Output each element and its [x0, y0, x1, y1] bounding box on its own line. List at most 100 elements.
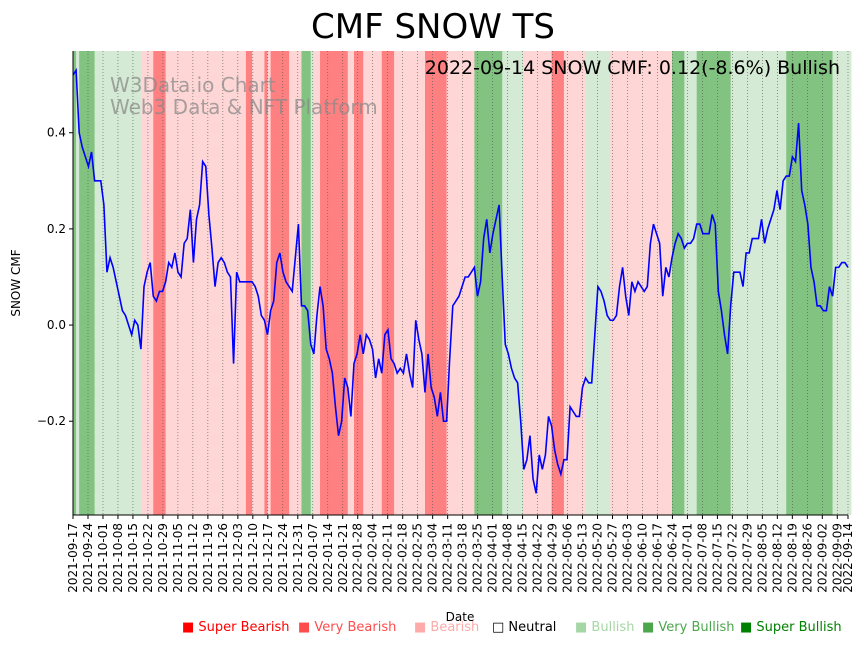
y-tick-label: −0.2 [37, 414, 66, 428]
x-tick-label: 2021-10-01 [96, 523, 110, 593]
legend-item-super-bearish: ■ Super Bearish [182, 620, 290, 635]
x-tick-label: 2021-10-29 [156, 523, 170, 593]
band-very_bullish [786, 51, 833, 515]
band-very_bearish [353, 51, 364, 515]
x-tick-label: 2022-01-21 [336, 523, 350, 593]
x-tick-label: 2022-07-15 [710, 523, 724, 593]
legend-item-super-bullish: ■ Super Bullish [740, 620, 842, 635]
x-tick-label: 2022-03-18 [456, 523, 470, 593]
legend-item-very-bullish: ■ Very Bullish [642, 620, 734, 635]
legend-label: Super Bullish [756, 620, 842, 635]
band-bullish [76, 51, 80, 515]
band-very_bearish [264, 51, 268, 515]
x-tick-label: 2022-04-22 [531, 523, 545, 593]
band-bearish [446, 51, 457, 515]
x-tick-label: 2021-10-15 [126, 523, 140, 593]
y-axis-label: SNOW CMF [9, 249, 23, 316]
x-tick-label: 2022-06-17 [650, 523, 664, 593]
x-tick-label: 2022-03-11 [441, 523, 455, 593]
band-bearish [347, 51, 355, 515]
axes [72, 51, 848, 516]
x-tick-label: 2021-11-05 [171, 523, 185, 593]
y-axis-ticks: −0.2 0.0 0.2 0.4 [37, 126, 73, 428]
x-tick-label: 2022-01-14 [321, 523, 335, 593]
band-bearish [252, 51, 265, 515]
x-tick-label: 2022-06-24 [665, 523, 679, 593]
legend-swatch-icon: ■ [298, 620, 315, 635]
x-tick-label: 2022-07-22 [725, 523, 739, 593]
band-very_bearish [551, 51, 565, 515]
band-bearish [177, 51, 247, 515]
x-tick-label: 2022-04-08 [501, 523, 515, 593]
legend-item-bearish: ■ Bearish [414, 620, 479, 635]
band-bearish [267, 51, 271, 515]
x-tick-label: 2022-03-25 [471, 523, 485, 593]
cmf-series-line [72, 67, 849, 494]
band-bullish [585, 51, 611, 515]
legend-label: Bearish [430, 620, 480, 635]
band-very_bullish [301, 51, 312, 515]
x-tick-label: 2022-05-27 [606, 523, 620, 593]
legend-swatch-icon: ■ [642, 620, 659, 635]
legend-item-bullish: ■ Bullish [575, 620, 634, 635]
x-tick-label: 2021-12-31 [291, 523, 305, 593]
x-tick-label: 2022-06-10 [635, 523, 649, 593]
x-tick-label: 2022-06-03 [620, 523, 634, 593]
band-very_bearish [424, 51, 438, 515]
y-tick-label: 0.4 [47, 126, 66, 140]
x-tick-label: 2022-02-18 [396, 523, 410, 593]
band-bearish [465, 51, 475, 515]
band-very_bullish [496, 51, 503, 515]
x-tick-label: 2022-09-09 [830, 523, 844, 593]
band-bearish [165, 51, 179, 515]
band-bullish [310, 51, 315, 515]
x-axis-label: Date [446, 610, 475, 624]
y-tick-label: 0.2 [47, 222, 66, 236]
band-very_bullish [79, 51, 95, 515]
x-tick-label: 2021-09-24 [81, 523, 95, 593]
band-very_bearish [437, 51, 447, 515]
legend-label: Very Bullish [658, 620, 735, 635]
x-tick-label: 2022-03-04 [426, 523, 440, 593]
x-tick-label: 2021-11-12 [186, 523, 200, 593]
band-very_bearish [245, 51, 253, 515]
band-bullish [832, 51, 852, 515]
x-tick-label: 2022-04-01 [486, 523, 500, 593]
x-tick-label: 2021-11-19 [201, 523, 215, 593]
x-tick-label: 2021-10-22 [141, 523, 155, 593]
x-tick-label: 2022-08-26 [800, 523, 814, 593]
x-tick-label: 2022-05-06 [561, 523, 575, 593]
legend-item-very-bearish: ■ Very Bearish [298, 620, 396, 635]
x-tick-label: 2022-04-15 [516, 523, 530, 593]
band-very_bullish [696, 51, 710, 515]
x-tick-label: 2022-02-04 [366, 523, 380, 593]
x-tick-label: 2022-05-20 [591, 523, 605, 593]
band-very_bearish [381, 51, 395, 515]
legend-swatch-icon: ■ [740, 620, 757, 635]
band-very_bullish [73, 51, 77, 515]
band-bearish [140, 51, 154, 515]
x-tick-label: 2021-09-17 [66, 523, 80, 593]
latest-value-annotation: 2022-09-14 SNOW CMF: 0.12(-8.6%) Bullish [425, 57, 840, 79]
x-tick-label: 2021-12-17 [261, 523, 275, 593]
band-very_bearish [335, 51, 349, 515]
x-tick-label: 2021-10-08 [111, 523, 125, 593]
band-bearish [563, 51, 586, 515]
x-tick-label: 2022-07-01 [680, 523, 694, 593]
x-tick-label: 2021-11-26 [216, 523, 230, 593]
watermark-line-1: W3Data.io Chart [110, 73, 276, 97]
x-tick-label: 2022-07-08 [695, 523, 709, 593]
band-bearish [455, 51, 466, 515]
band-bullish [684, 51, 698, 515]
legend-label: Neutral [508, 620, 557, 635]
x-tick-label: 2021-12-03 [231, 523, 245, 593]
legend-swatch-icon: □ [492, 620, 509, 635]
legend-label: Super Bearish [198, 620, 290, 635]
band-bearish [289, 51, 302, 515]
band-very_bullish [709, 51, 731, 515]
watermark-line-2: Web3 Data & NFT Platform [110, 95, 378, 119]
x-tick-label: 2022-04-29 [546, 523, 560, 593]
band-very_bearish [270, 51, 290, 515]
band-bearish [394, 51, 426, 515]
